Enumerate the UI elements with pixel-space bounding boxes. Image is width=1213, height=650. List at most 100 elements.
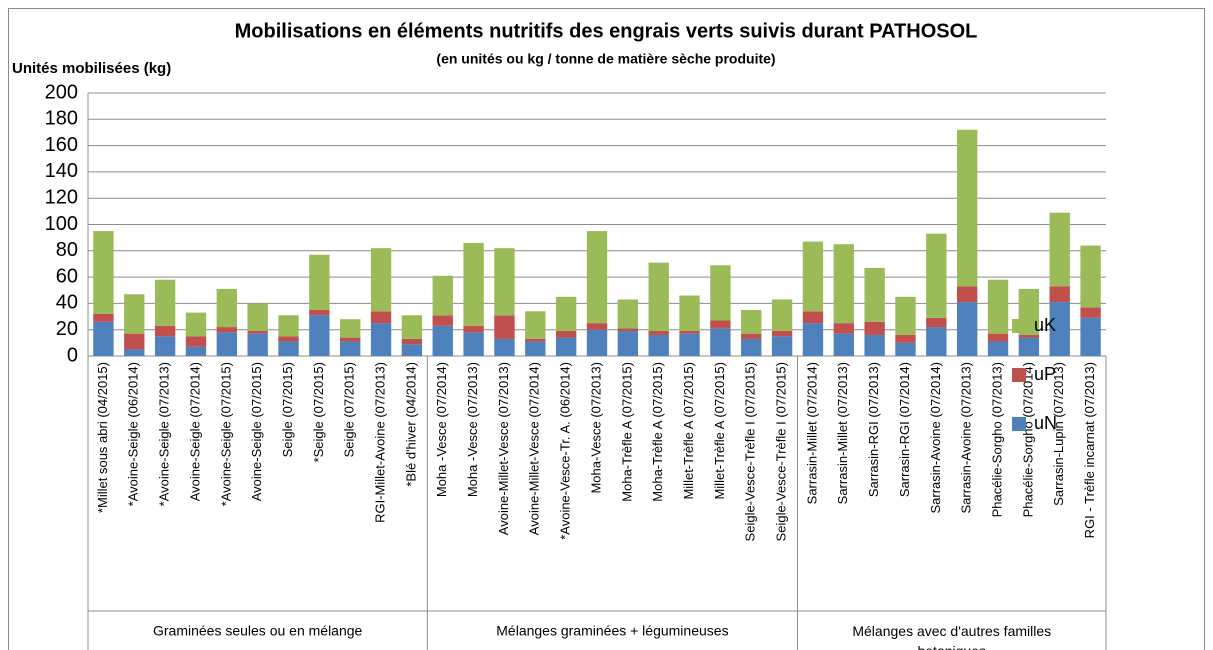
bar-segment — [93, 321, 114, 356]
bar-segment — [957, 302, 978, 356]
bar-segment — [895, 342, 916, 356]
bar-segment — [895, 334, 916, 343]
bar-segment — [1080, 307, 1101, 318]
bar-segment — [864, 321, 885, 335]
bar-segment — [216, 288, 237, 328]
bar-segment — [1018, 334, 1040, 338]
bar-segment — [124, 294, 145, 334]
bar-segment — [741, 338, 762, 356]
x-tick-label: *Seigle (07/2015) — [311, 362, 326, 462]
x-tick-label: Avoine-Seigle (07/2015) — [249, 362, 264, 501]
x-tick-label: Sarrasin-RGI (07/2014) — [897, 362, 912, 497]
x-tick-label: Phacélie-Sorgho (07/2013) — [989, 362, 1004, 517]
bar-segment — [340, 341, 361, 356]
bar-segment — [463, 332, 484, 356]
x-tick-label: Moha -Vesce (07/2013) — [465, 362, 480, 497]
bar-segment — [741, 333, 762, 339]
bar-segment — [124, 333, 145, 350]
bar-segment — [771, 336, 793, 356]
bar-segment — [93, 313, 114, 322]
bar-segment — [987, 341, 1009, 356]
bar-segment — [771, 299, 793, 332]
x-tick-label: *Avoine-Seigle (06/2014) — [126, 362, 141, 506]
bar-segment — [525, 311, 546, 339]
bar-segment — [309, 309, 330, 316]
y-axis-label: Unités mobilisées (kg) — [12, 60, 171, 77]
x-tick-label: Seigle-Vesce-Trèfle I (07/2015) — [774, 362, 789, 541]
bar-segment — [278, 341, 299, 356]
bar-segment — [494, 248, 515, 316]
bar-segment — [216, 327, 237, 333]
x-tick-label: *Avoine-Seigle (07/2013) — [157, 362, 172, 506]
bar-segment — [432, 315, 453, 326]
bar-segment — [370, 311, 392, 324]
bar-segment — [586, 329, 608, 356]
bar-segment — [93, 231, 114, 314]
legend-swatch — [1012, 368, 1026, 382]
x-tick-label: Avoine-Millet-Vesce (07/2014) — [527, 362, 542, 535]
bar-segment — [432, 325, 453, 356]
bar-segment — [802, 241, 824, 312]
y-tick-label: 180 — [45, 108, 78, 130]
bar-segment — [1049, 286, 1070, 303]
x-tick-label: Phacélie-Sorgho (07/2014) — [1020, 362, 1035, 517]
bar-segment — [710, 328, 731, 356]
legend-label: uN — [1034, 413, 1057, 433]
y-tick-label: 40 — [56, 292, 78, 314]
bar-segment — [525, 338, 546, 342]
bar-segment — [648, 334, 669, 356]
legend-swatch — [1012, 319, 1026, 333]
bar-segment — [247, 333, 268, 356]
bar-segment — [957, 286, 978, 303]
y-tick-label: 160 — [45, 134, 78, 156]
bar-segment — [586, 323, 608, 330]
x-tick-label: *Avoine-Seigle (07/2015) — [218, 362, 233, 506]
x-tick-label: Sarrasin-Millet (07/2013) — [835, 362, 850, 504]
chart-title: Mobilisations en éléments nutritifs des … — [235, 20, 978, 42]
bar-segment — [1049, 212, 1070, 287]
x-tick-label: *Avoine-Vesce-Tr. A. (06/2014) — [558, 362, 573, 540]
bar-segment — [432, 275, 453, 316]
y-tick-label: 0 — [67, 344, 78, 366]
x-tick-label: RGI - Trèfle incarnat (07/2013) — [1082, 362, 1097, 538]
chart-subtitle: (en unités ou kg / tonne de matière sèch… — [436, 51, 775, 67]
bar-segment — [833, 323, 854, 334]
bar-segment — [555, 337, 577, 356]
bar-segment — [340, 337, 361, 342]
group-label: Graminées seules ou en mélange — [153, 623, 363, 639]
bar-segment — [401, 315, 423, 339]
bar-segment — [617, 328, 639, 332]
y-tick-label: 100 — [45, 213, 78, 235]
x-tick-label: *Millet sous abri (04/2015) — [95, 362, 110, 513]
bar-segment — [648, 262, 669, 332]
x-tick-label: Millet-Trèfle A (07/2015) — [712, 362, 727, 500]
bar-segment — [278, 315, 299, 337]
x-tick-label: Seigle (07/2015) — [342, 362, 357, 457]
x-tick-label: Avoine-Millet-Vesce (07/2013) — [496, 362, 511, 535]
bar-segment — [216, 332, 237, 356]
bar-segment — [679, 295, 700, 332]
bar-segment — [278, 336, 299, 342]
bar-segment — [309, 254, 330, 310]
frame — [8, 8, 1205, 650]
bar-segment — [987, 333, 1009, 342]
bar-segment — [494, 338, 515, 356]
bar-segment — [957, 129, 978, 287]
bar-segment — [401, 344, 423, 356]
bar-segment — [771, 331, 793, 337]
bar-segment — [494, 315, 515, 339]
bar-segment — [247, 303, 268, 332]
bar-segment — [154, 279, 176, 326]
bar-segment — [926, 233, 947, 318]
bar-segment — [833, 244, 854, 324]
y-tick-label: 60 — [56, 265, 78, 287]
bar-segment — [679, 333, 700, 356]
bar-segment — [679, 331, 700, 334]
y-tick-label: 80 — [56, 239, 78, 261]
bar-segment — [185, 336, 207, 347]
y-tick-label: 140 — [45, 160, 78, 182]
bar-segment — [185, 346, 207, 356]
x-tick-label: Sarrasin-RGI (07/2013) — [866, 362, 881, 497]
bar-segment — [309, 315, 330, 356]
